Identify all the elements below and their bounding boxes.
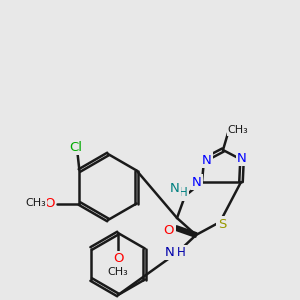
Text: O: O xyxy=(113,253,123,266)
Text: O: O xyxy=(164,224,174,236)
Text: O: O xyxy=(44,197,55,210)
Text: N: N xyxy=(192,176,202,188)
Text: H: H xyxy=(178,187,188,200)
Text: H: H xyxy=(177,247,185,260)
Text: N: N xyxy=(165,245,175,259)
Text: Cl: Cl xyxy=(69,141,82,154)
Text: S: S xyxy=(218,218,226,230)
Text: N: N xyxy=(237,152,247,164)
Text: CH₃: CH₃ xyxy=(108,267,128,277)
Text: CH₃: CH₃ xyxy=(25,199,46,208)
Text: CH₃: CH₃ xyxy=(228,125,248,135)
Text: N: N xyxy=(202,154,212,166)
Text: N: N xyxy=(170,182,180,194)
